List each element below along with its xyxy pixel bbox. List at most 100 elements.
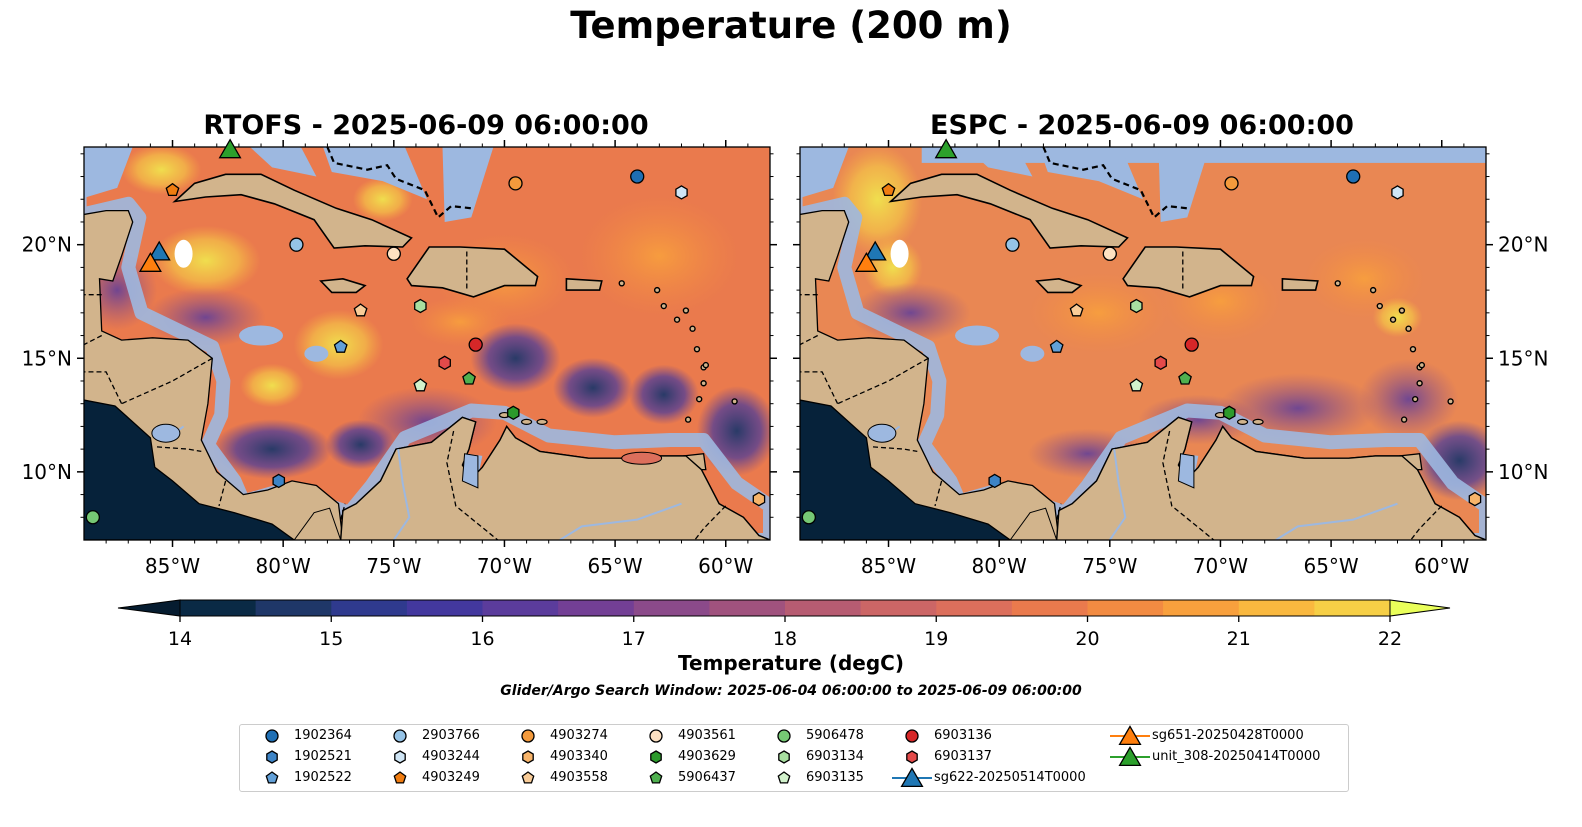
- legend-item-label: 4903274: [550, 728, 608, 743]
- colorbar-bin: [785, 600, 862, 616]
- legend-triangle-icon: [900, 767, 924, 788]
- lon-tick-label: 80°W: [972, 554, 1027, 578]
- float-marker-1902364: [1346, 169, 1361, 184]
- colorbar-bin: [860, 600, 937, 616]
- colorbar-bin: [936, 600, 1013, 616]
- float-marker-1902364: [630, 169, 645, 184]
- legend-triangle-icon: [1118, 725, 1142, 746]
- colorbar-label: Temperature (degC): [678, 651, 904, 675]
- colorbar-bin: [1011, 600, 1089, 616]
- lon-tick-label: 75°W: [366, 554, 421, 578]
- colorbar-tick-label: 21: [1227, 628, 1251, 650]
- colorbar-bin: [1238, 600, 1315, 616]
- legend-item-label: 2903766: [422, 728, 480, 743]
- float-marker-4903249: [165, 182, 180, 197]
- legend-hexagon-icon: [266, 750, 278, 764]
- legend-item-label: 4903249: [422, 770, 480, 785]
- legend-marker-icon: [777, 729, 791, 743]
- legend-item-label: 5906437: [678, 770, 736, 785]
- colorbar-extend-high: [1389, 599, 1451, 617]
- lon-tick-label: 85°W: [145, 554, 200, 578]
- float-marker-6903135: [1129, 378, 1144, 392]
- colorbar-bin: [633, 600, 710, 616]
- legend-marker-icon: [522, 750, 534, 764]
- float-marker-4903558: [1069, 303, 1084, 317]
- float-marker-4903244: [675, 185, 688, 200]
- legend-hexagon-icon: [394, 750, 406, 764]
- lon-tick-label: 60°W: [698, 554, 753, 578]
- colorbar-bin: [1314, 600, 1391, 616]
- figure-title: Temperature (200 m): [570, 4, 1012, 47]
- float-marker-6903137: [1154, 355, 1167, 371]
- legend-item-label: sg622-20250514T0000: [934, 770, 1086, 785]
- colorbar-bin: [709, 600, 786, 616]
- legend-item-label: 5906478: [806, 728, 864, 743]
- legend-item-label: 4903244: [422, 749, 480, 764]
- float-marker-5906437: [1178, 371, 1192, 385]
- legend-marker-icon: [394, 750, 406, 764]
- legend-pentagon-icon: [521, 771, 535, 784]
- colorbar-extend-low: [117, 599, 181, 617]
- legend-circle-icon: [905, 729, 919, 743]
- legend-hexagon-icon: [650, 750, 662, 764]
- lat-tick-label: 20°N: [22, 233, 72, 257]
- lon-tick-label: 65°W: [587, 554, 642, 578]
- legend-item-label: sg651-20250428T0000: [1152, 728, 1304, 743]
- float-marker-2903766: [289, 237, 304, 252]
- legend-circle-icon: [777, 729, 791, 743]
- glider-marker-sg651-20250428T0000: [854, 252, 878, 272]
- float-marker-4903561: [1102, 246, 1117, 261]
- float-marker-4903561: [386, 246, 401, 261]
- lat-tick-label: 15°N: [22, 346, 72, 370]
- panel-title-rtofs: RTOFS - 2025-06-09 06:00:00: [203, 110, 649, 141]
- float-marker-4903629: [1223, 405, 1236, 421]
- colorbar-tick-label: 14: [168, 628, 192, 650]
- legend-item-label: 6903136: [934, 728, 992, 743]
- legend-triangle-icon: [1118, 746, 1142, 767]
- legend-item-label: 1902364: [294, 728, 352, 743]
- float-marker-6903134: [1130, 298, 1143, 314]
- search-window-note: Glider/Argo Search Window: 2025-06-04 06…: [500, 683, 1082, 699]
- colorbar-tick-label: 22: [1378, 628, 1402, 650]
- lat-tick-label: 10°N: [22, 460, 72, 484]
- legend-item-label: 1902521: [294, 749, 352, 764]
- legend-pentagon-icon: [393, 771, 407, 784]
- legend-marker-icon: [265, 729, 279, 743]
- legend-pentagon-icon: [649, 771, 663, 784]
- colorbar-tick-label: 15: [319, 628, 343, 650]
- legend-item-label: unit_308-20250414T0000: [1152, 749, 1321, 764]
- float-marker-1902522: [1049, 339, 1064, 353]
- colorbar-bin: [1087, 600, 1164, 616]
- legend-marker-icon: [650, 750, 662, 764]
- legend-marker-icon: [521, 729, 535, 743]
- float-marker-6903137: [438, 355, 451, 371]
- legend-marker-icon: [649, 729, 663, 743]
- legend-circle-icon: [649, 729, 663, 743]
- panel-title-espc: ESPC - 2025-06-09 06:00:00: [930, 110, 1354, 141]
- legend-marker-icon: [1110, 725, 1150, 746]
- float-marker-5906437: [462, 371, 476, 385]
- float-marker-5906478: [801, 510, 817, 525]
- float-marker-4903249: [881, 182, 896, 197]
- legend-hexagon-icon: [522, 750, 534, 764]
- legend-item-label: 1902522: [294, 770, 352, 785]
- colorbar-tick-label: 17: [622, 628, 646, 650]
- glider-marker-sg622-20250514T0000: [147, 240, 171, 261]
- colorbar: 14 15 16 17 18 19 20 21 22: [117, 599, 1451, 650]
- float-marker-5906478: [85, 510, 101, 525]
- float-marker-4903629: [507, 405, 520, 421]
- lat-tick-label: 15°N: [1498, 346, 1548, 370]
- lon-tick-label: 70°W: [1193, 554, 1248, 578]
- colorbar-tick-label: 20: [1075, 628, 1099, 650]
- legend-item-label: 4903340: [550, 749, 608, 764]
- lon-tick-label: 75°W: [1082, 554, 1137, 578]
- legend-marker-icon: [266, 750, 278, 764]
- float-marker-4903274: [508, 176, 523, 191]
- colorbar-tick-label: 19: [924, 628, 948, 650]
- colorbar-tick-label: 16: [470, 628, 494, 650]
- legend-marker-icon: [265, 771, 279, 784]
- legend-circle-icon: [265, 729, 279, 743]
- float-marker-4903274: [1224, 176, 1239, 191]
- glider-marker-sg651-20250428T0000: [138, 252, 162, 272]
